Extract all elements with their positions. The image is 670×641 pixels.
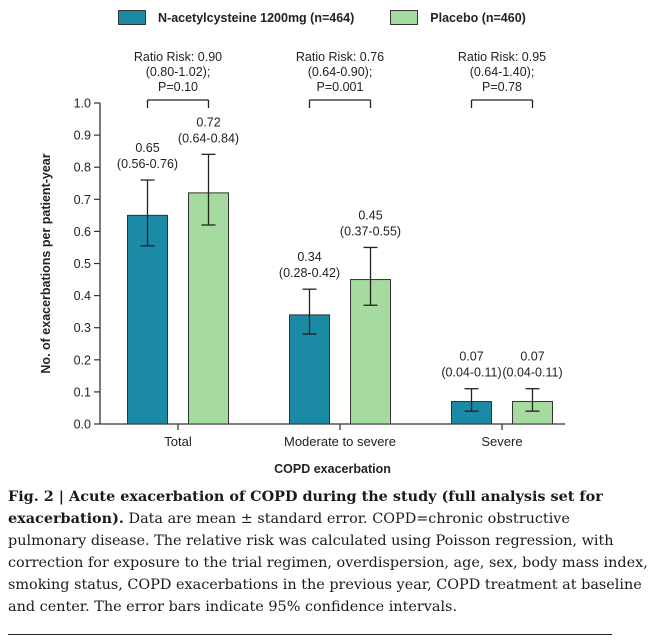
comparison-label: (0.64-0.90); [308,65,373,79]
legend-item-nac: N-acetylcysteine 1200mg (n=464) [118,10,354,25]
y-tick-label: 0.2 [74,353,91,367]
x-tick-label: Total [164,434,192,449]
legend-swatch-nac [118,10,146,25]
comparison-label: P=0.10 [158,80,198,94]
legend-item-placebo: Placebo (n=460) [390,10,526,25]
x-axis-title: COPD exacerbation [274,462,391,476]
data-label-value: 0.07 [520,350,544,364]
comparison-label: (0.80-1.02); [146,65,211,79]
comparison-label: Ratio Risk: 0.95 [458,50,546,64]
x-tick-label: Severe [481,434,522,449]
data-label-ci: (0.04-0.11) [441,366,501,380]
data-label-value: 0.07 [459,350,483,364]
x-tick-label: Moderate to severe [284,434,396,449]
data-label-value: 0.65 [135,141,159,155]
legend-label-placebo: Placebo (n=460) [430,10,526,25]
data-label-ci: (0.64-0.84) [178,131,239,145]
data-label-ci: (0.04-0.11) [502,366,562,380]
data-label-value: 0.34 [297,250,321,264]
comparison-label: Ratio Risk: 0.90 [134,50,222,64]
bar-chart: 0.0 0.1 0.2 0.3 0.4 0.5 0.6 0.7 0.8 0.9 1.0 No. of … [39,50,565,476]
y-tick-label: 1.0 [74,97,91,111]
y-tick-label: 0.4 [74,289,91,303]
data-label-value: 0.72 [196,115,220,129]
bar-placebo [188,192,229,425]
legend-swatch-placebo [390,10,419,25]
chart-legend: N-acetylcysteine 1200mg (n=464) Placebo … [118,10,562,25]
y-tick-label: 0.5 [74,257,91,271]
y-tick-label: 0.9 [74,129,91,143]
comparison-label: Ratio Risk: 0.76 [296,50,384,64]
caption-divider [8,634,612,635]
y-tick-label: 0.3 [74,321,91,335]
comparison-label: (0.64-1.40); [470,65,535,79]
data-label-ci: (0.28-0.42) [279,266,340,280]
comparison-label: P=0.78 [482,80,522,94]
legend-label-nac: N-acetylcysteine 1200mg (n=464) [158,10,355,25]
data-label-ci: (0.37-0.55) [340,224,401,238]
comparison-label: P=0.001 [317,80,364,94]
y-tick-label: 0.6 [74,225,91,239]
figure-caption: Fig. 2 | Acute exacerbation of COPD duri… [8,486,648,618]
caption-label: Fig. 2 | Acute exacerbation of COPD duri… [8,488,603,527]
data-label-value: 0.45 [358,208,382,222]
y-axis-title: No. of exacerbations per patient-year [39,153,53,373]
y-tick-label: 0.0 [74,418,91,432]
caption-text: Data are mean ± standard error. COPD=chr… [8,511,648,615]
y-tick-label: 0.7 [74,193,91,207]
bar-nac [127,214,168,425]
data-label-ci: (0.56-0.76) [117,157,178,171]
y-tick-label: 0.1 [74,385,91,399]
y-tick-label: 0.8 [74,161,91,175]
